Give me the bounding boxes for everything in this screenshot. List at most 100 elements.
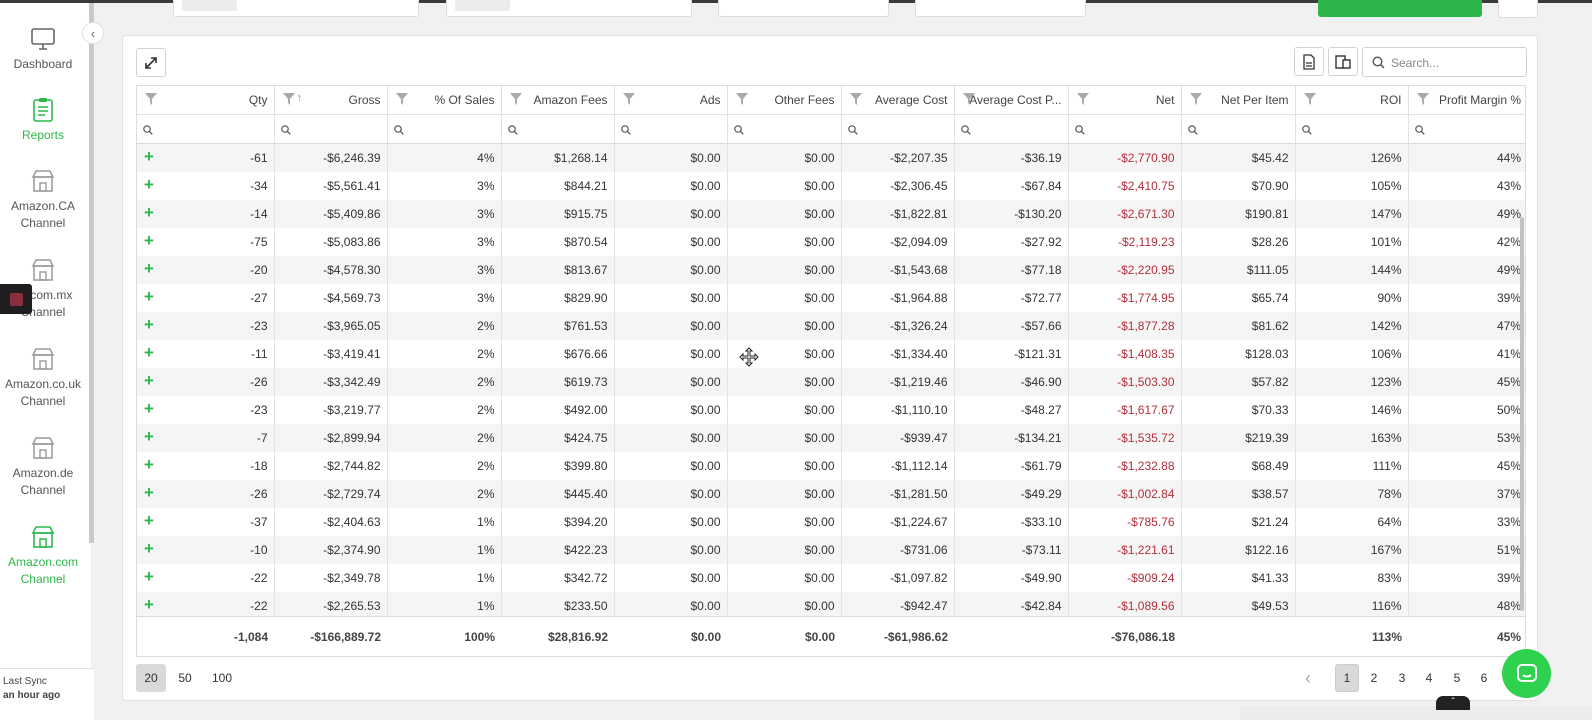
expand-row-icon[interactable]: + -20 bbox=[137, 255, 275, 284]
expand-row-icon[interactable]: + -14 bbox=[137, 199, 275, 228]
column-header[interactable]: Ads bbox=[614, 86, 728, 115]
page-6[interactable]: 6 bbox=[1480, 671, 1488, 685]
filter-icon[interactable] bbox=[622, 93, 635, 105]
settings-button[interactable] bbox=[1498, 0, 1538, 18]
column-search-cell[interactable] bbox=[614, 114, 728, 144]
filter-icon[interactable] bbox=[145, 93, 157, 105]
expand-row-icon[interactable]: + -11 bbox=[137, 339, 275, 368]
primary-action-button[interactable] bbox=[1318, 0, 1482, 17]
type-filter[interactable] bbox=[915, 0, 1086, 17]
sidebar-scrollbar[interactable] bbox=[89, 3, 94, 543]
expand-row-icon[interactable]: + -10 bbox=[137, 535, 275, 564]
filter-icon[interactable] bbox=[1416, 93, 1429, 105]
column-search-cell[interactable] bbox=[954, 114, 1069, 144]
sidebar-item-amazon-uk[interactable]: Amazon.co.uk Channel bbox=[0, 345, 86, 410]
table-row[interactable]: + -22 -$2,349.78 1% $342.72 $0.00 $0.00 -$1,097… bbox=[137, 563, 1525, 592]
expand-row-icon[interactable]: + -26 bbox=[137, 479, 275, 508]
table-row[interactable]: + -23 -$3,219.77 2% $492.00 $0.00 $0.00 -$1,110… bbox=[137, 395, 1525, 424]
table-row[interactable]: + -22 -$2,265.53 1% $233.50 $0.00 $0.00 -$942.4… bbox=[137, 591, 1525, 616]
column-header[interactable]: Other Fees bbox=[727, 86, 842, 115]
channel-filter[interactable] bbox=[718, 0, 889, 17]
column-search-cell[interactable] bbox=[841, 114, 955, 144]
filter-icon[interactable] bbox=[282, 93, 295, 105]
expand-row-icon[interactable]: + -61 bbox=[137, 143, 275, 172]
expand-row-icon[interactable]: + -22 bbox=[137, 563, 275, 592]
sort-asc-icon[interactable]: ↑ bbox=[296, 92, 303, 104]
column-header[interactable]: Average Cost P... bbox=[954, 86, 1069, 115]
sidebar-item-amazon-de[interactable]: Amazon.de Channel bbox=[0, 434, 86, 499]
expand-row-icon[interactable]: + -37 bbox=[137, 507, 275, 536]
column-search-cell[interactable] bbox=[387, 114, 502, 144]
column-search-cell[interactable] bbox=[727, 114, 842, 144]
expand-row-icon[interactable]: + -27 bbox=[137, 283, 275, 312]
column-search-cell[interactable] bbox=[1295, 114, 1409, 144]
page-2[interactable]: 2 bbox=[1370, 671, 1378, 685]
search-field[interactable] bbox=[1362, 47, 1527, 77]
column-header[interactable]: Net Per Item bbox=[1181, 86, 1296, 115]
table-row[interactable]: + -34 -$5,561.41 3% $844.21 $0.00 $0.00 -$2,306… bbox=[137, 171, 1525, 200]
expand-row-icon[interactable]: + -34 bbox=[137, 171, 275, 200]
filter-icon[interactable] bbox=[735, 93, 748, 105]
column-search-cell[interactable] bbox=[501, 114, 615, 144]
export-csv-icon[interactable] bbox=[1294, 47, 1324, 76]
date-filter[interactable] bbox=[173, 0, 419, 17]
filter-icon[interactable] bbox=[1189, 93, 1202, 105]
page-5[interactable]: 5 bbox=[1453, 671, 1461, 685]
sidebar-item-amazon-com[interactable]: Amazon.com Channel bbox=[0, 523, 86, 588]
column-header[interactable]: ↑ Gross bbox=[274, 86, 388, 115]
page-4[interactable]: 4 bbox=[1425, 671, 1433, 685]
table-row[interactable]: + -11 -$3,419.41 2% $676.66 $0.00 $0.00 -$1,334… bbox=[137, 339, 1525, 368]
expand-row-icon[interactable]: + -18 bbox=[137, 451, 275, 480]
column-header[interactable]: % Of Sales bbox=[387, 86, 502, 115]
table-row[interactable]: + -61 -$6,246.39 4% $1,268.14 $0.00 $0.00 -$2,2… bbox=[137, 143, 1525, 172]
column-header[interactable]: Qty bbox=[137, 86, 275, 115]
column-search-cell[interactable] bbox=[1181, 114, 1296, 144]
page-size-100[interactable]: 100 bbox=[211, 671, 233, 685]
filter-icon[interactable] bbox=[849, 93, 862, 105]
expand-row-icon[interactable]: + -26 bbox=[137, 367, 275, 396]
page-size-50[interactable]: 50 bbox=[178, 671, 192, 685]
column-header[interactable]: Profit Margin % bbox=[1408, 86, 1525, 115]
sidebar-item-amazon-ca[interactable]: Amazon.CA Channel bbox=[0, 167, 86, 232]
column-search-cell[interactable] bbox=[137, 114, 275, 144]
table-row[interactable]: + -14 -$5,409.86 3% $915.75 $0.00 $0.00 -$1,822… bbox=[137, 199, 1525, 228]
chevron-up-icon[interactable]: ˆ bbox=[1436, 696, 1470, 710]
table-scrollbar[interactable] bbox=[1520, 216, 1524, 611]
page-3[interactable]: 3 bbox=[1398, 671, 1406, 685]
column-search-cell[interactable] bbox=[1068, 114, 1182, 144]
column-search-cell[interactable] bbox=[1408, 114, 1525, 144]
sidebar-item-dashboard[interactable]: Dashboard bbox=[0, 25, 86, 73]
expand-row-icon[interactable]: + -23 bbox=[137, 311, 275, 340]
table-row[interactable]: + -26 -$3,342.49 2% $619.73 $0.00 $0.00 -$1,219… bbox=[137, 367, 1525, 396]
table-row[interactable]: + -27 -$4,569.73 3% $829.90 $0.00 $0.00 -$1,964… bbox=[137, 283, 1525, 312]
page-1[interactable]: 1 bbox=[1335, 664, 1359, 692]
page-size-20[interactable]: 20 bbox=[136, 664, 166, 692]
column-search-cell[interactable] bbox=[274, 114, 388, 144]
filter-icon[interactable] bbox=[1303, 93, 1316, 105]
table-row[interactable]: + -18 -$2,744.82 2% $399.80 $0.00 $0.00 -$1,112… bbox=[137, 451, 1525, 480]
table-row[interactable]: + -20 -$4,578.30 3% $813.67 $0.00 $0.00 -$1,543… bbox=[137, 255, 1525, 284]
expand-icon[interactable] bbox=[136, 48, 166, 77]
table-row[interactable]: + -7 -$2,899.94 2% $424.75 $0.00 $0.00 -$939.47… bbox=[137, 423, 1525, 452]
chat-icon[interactable] bbox=[1502, 649, 1551, 698]
expand-row-icon[interactable]: + -7 bbox=[137, 423, 275, 452]
table-row[interactable]: + -75 -$5,083.86 3% $870.54 $0.00 $0.00 -$2,094… bbox=[137, 227, 1525, 256]
sidebar-item-reports[interactable]: Reports bbox=[0, 96, 86, 144]
recording-indicator[interactable] bbox=[0, 284, 32, 314]
filter-icon[interactable] bbox=[395, 93, 408, 105]
chevron-left-icon[interactable]: ‹ bbox=[1305, 668, 1311, 688]
column-header[interactable]: Amazon Fees bbox=[501, 86, 615, 115]
table-row[interactable]: + -37 -$2,404.63 1% $394.20 $0.00 $0.00 -$1,224… bbox=[137, 507, 1525, 536]
filter-icon[interactable] bbox=[1076, 93, 1089, 105]
column-header[interactable]: ROI bbox=[1295, 86, 1409, 115]
column-chooser-icon[interactable] bbox=[1328, 47, 1358, 76]
expand-row-icon[interactable]: + -22 bbox=[137, 591, 275, 616]
filter-icon[interactable] bbox=[962, 93, 975, 105]
column-header[interactable]: Average Cost bbox=[841, 86, 955, 115]
filter-icon[interactable] bbox=[509, 93, 522, 105]
table-row[interactable]: + -23 -$3,965.05 2% $761.53 $0.00 $0.00 -$1,326… bbox=[137, 311, 1525, 340]
table-row[interactable]: + -10 -$2,374.90 1% $422.23 $0.00 $0.00 -$731.0… bbox=[137, 535, 1525, 564]
expand-row-icon[interactable]: + -75 bbox=[137, 227, 275, 256]
column-header[interactable]: Net bbox=[1068, 86, 1182, 115]
table-row[interactable]: + -26 -$2,729.74 2% $445.40 $0.00 $0.00 -$1,281… bbox=[137, 479, 1525, 508]
